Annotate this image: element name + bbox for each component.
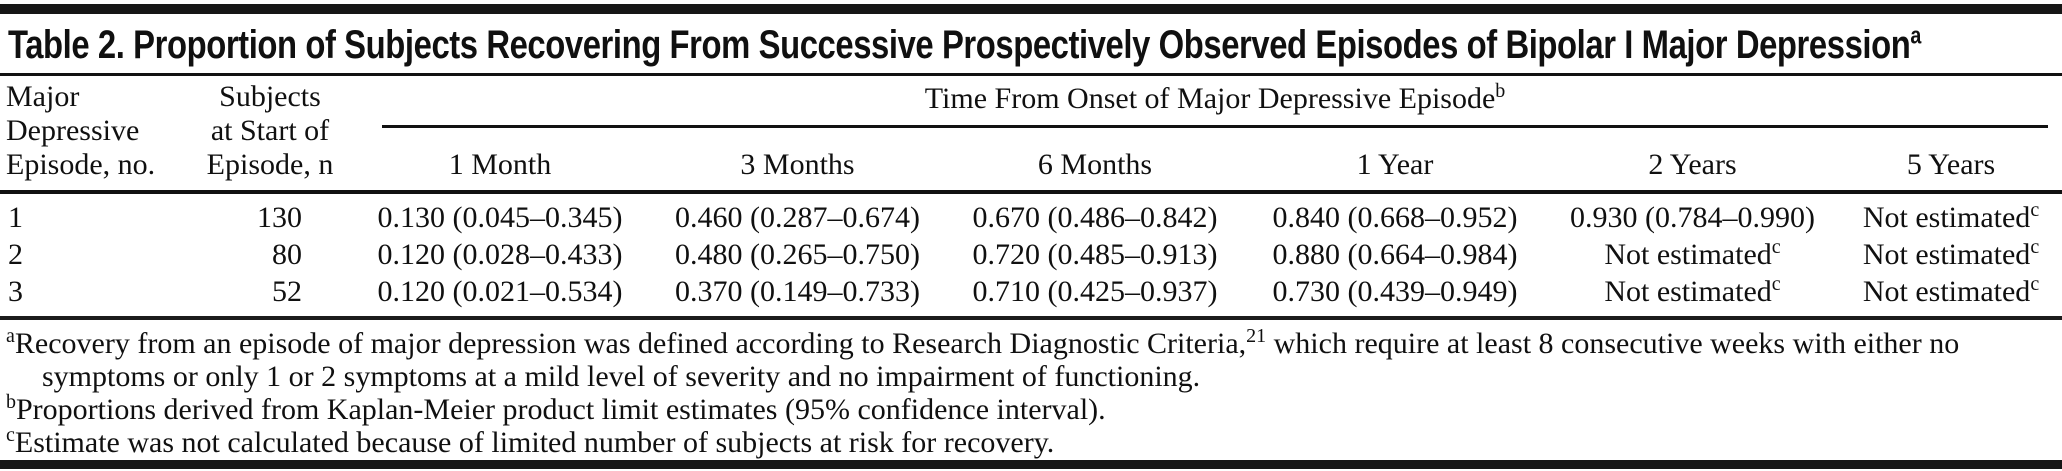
footnote: cEstimate was not calculated because of … [6, 424, 1055, 459]
subjects-n-cell: 80 [272, 238, 302, 271]
column-header-1-month: 1 Month [350, 134, 650, 194]
table-title-footnote-marker: a [1910, 22, 1921, 50]
proportion-cell: 0.460 (0.287–0.674) [675, 201, 920, 234]
cell-footnote-marker: c [2030, 236, 2040, 258]
cell-footnote-marker: c [2030, 273, 2040, 295]
table-title-text: Table 2. Proportion of Subjects Recoveri… [8, 23, 1911, 67]
proportion-cell: 0.670 (0.486–0.842) [972, 201, 1218, 234]
table-row: 1 130 0.130 (0.045–0.345) 0.460 (0.287–0.67… [0, 192, 2062, 236]
column-header-3-months: 3 Months [650, 134, 945, 194]
recovery-table: Major Depressive Episode, no. Subjects a… [0, 76, 2062, 320]
proportion-cell: 0.880 (0.664–0.984) [1272, 238, 1518, 271]
episode-number-cell: 2 [8, 238, 23, 271]
proportion-cell: 0.130 (0.045–0.345) [377, 201, 623, 234]
table-header: Major Depressive Episode, no. Subjects a… [0, 76, 2062, 194]
header-row-span: Major Depressive Episode, no. Subjects a… [0, 76, 2062, 194]
proportion-cell: Not estimatedc [1862, 273, 2040, 308]
footnotes: aRecovery from an episode of major depre… [0, 320, 2062, 463]
column-group-header: Time From Onset of Major Depressive Epis… [350, 76, 2062, 134]
column-header-episode: Major Depressive Episode, no. [0, 76, 190, 194]
column-header-5-years: 5 Years [1840, 134, 2062, 194]
proportion-cell: 0.720 (0.485–0.913) [972, 238, 1218, 271]
footnote-marker: c [6, 424, 15, 446]
table-title: Table 2. Proportion of Subjects Recoveri… [8, 23, 1921, 68]
table-row: 3 52 0.120 (0.021–0.534) 0.370 (0.149–0.733… [0, 273, 2062, 318]
proportion-cell: 0.480 (0.265–0.750) [675, 238, 920, 271]
footnote: aRecovery from an episode of major depre… [6, 325, 1960, 393]
cell-footnote-marker: c [2030, 199, 2040, 221]
footnote: bProportions derived from Kaplan-Meier p… [6, 391, 1106, 426]
proportion-cell: 0.710 (0.425–0.937) [972, 275, 1218, 308]
table-row: 2 80 0.120 (0.028–0.433) 0.480 (0.265–0.750… [0, 236, 2062, 273]
proportion-cell: Not estimatedc [1862, 199, 2040, 234]
cell-footnote-marker: c [1771, 236, 1781, 258]
column-group-header-label: Time From Onset of Major Depressive Epis… [382, 80, 2049, 128]
top-rule [0, 4, 2062, 14]
proportion-cell: Not estimatedc [1862, 236, 2040, 271]
column-header-1-year: 1 Year [1245, 134, 1545, 194]
footnote-marker: b [6, 391, 16, 413]
column-header-subjects: Subjects at Start of Episode, n [190, 76, 350, 194]
column-header-6-months: 6 Months [945, 134, 1245, 194]
table-title-row: Table 2. Proportion of Subjects Recoveri… [0, 14, 2062, 76]
proportion-cell: 0.370 (0.149–0.733) [675, 275, 920, 308]
column-header-2-years: 2 Years [1545, 134, 1840, 194]
footnote-marker: a [6, 325, 15, 347]
bottom-rule [0, 460, 2062, 469]
proportion-cell: 0.930 (0.784–0.990) [1570, 201, 1815, 234]
proportion-cell: 0.120 (0.028–0.433) [377, 238, 623, 271]
proportion-cell: 0.120 (0.021–0.534) [377, 275, 623, 308]
proportion-cell: 0.840 (0.668–0.952) [1272, 201, 1518, 234]
subjects-n-cell: 130 [257, 201, 302, 234]
proportion-cell: Not estimatedc [1604, 273, 1781, 308]
episode-number-cell: 1 [8, 201, 23, 234]
proportion-cell: 0.730 (0.439–0.949) [1272, 275, 1518, 308]
column-group-footnote-marker: b [1495, 80, 1506, 102]
header-row-times: 1 Month 3 Months 6 Months 1 Year 2 Years… [0, 134, 2062, 194]
cell-footnote-marker: c [1771, 273, 1781, 295]
proportion-cell: Not estimatedc [1604, 236, 1781, 271]
episode-number-cell: 3 [8, 275, 23, 308]
subjects-n-cell: 52 [272, 275, 302, 308]
table-body: 1 130 0.130 (0.045–0.345) 0.460 (0.287–0.67… [0, 192, 2062, 318]
column-group-header-text: Time From Onset of Major Depressive Epis… [924, 82, 1496, 115]
footnote-reference-marker: 21 [1246, 325, 1267, 347]
